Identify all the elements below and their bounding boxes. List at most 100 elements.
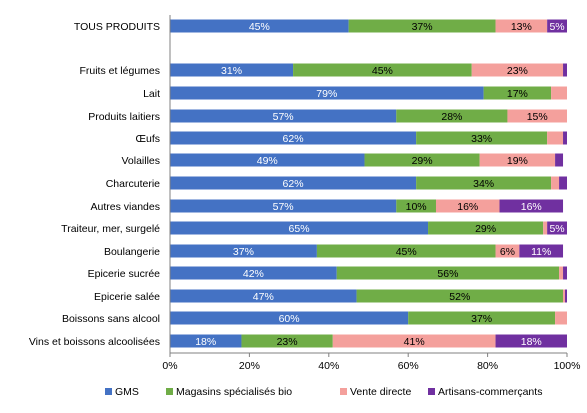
x-tick-label: 60% — [398, 360, 419, 372]
x-tick-label: 100% — [554, 360, 581, 372]
bar-data-label: 37% — [471, 313, 492, 325]
category-label: Fruits et légumes — [79, 65, 160, 77]
bar-segment — [170, 289, 357, 303]
category-label: Produits laitiers — [88, 111, 160, 123]
category-label: Boissons sans alcool — [62, 313, 160, 325]
legend: GMS Magasins spécialisés bio Vente directe… — [105, 386, 542, 398]
bar-data-label: 6% — [500, 246, 515, 258]
bar-segment — [435, 199, 500, 213]
bar-data-label: 28% — [441, 111, 462, 123]
bar-segment — [170, 109, 397, 123]
category-label: Autres viandes — [91, 201, 160, 213]
bar-segment — [170, 266, 337, 280]
bar-data-label: 5% — [549, 21, 564, 33]
bar-segment — [563, 289, 566, 303]
bar-segment — [565, 289, 567, 303]
bar-data-label: 23% — [277, 336, 298, 348]
bar-segment — [170, 19, 349, 33]
bar-segment — [396, 199, 436, 213]
bar-data-label: 45% — [396, 246, 417, 258]
category-label: Epicerie sucrée — [88, 268, 161, 280]
bar-segment — [170, 131, 417, 145]
bar-segment — [507, 109, 567, 123]
bar-segment — [396, 109, 508, 123]
bar-data-label: 37% — [412, 21, 433, 33]
bar-segment — [170, 221, 429, 235]
bar-data-label: 56% — [437, 268, 458, 280]
bar-segment — [495, 244, 520, 258]
bar-data-label: 57% — [273, 111, 294, 123]
category-label: Charcuterie — [106, 178, 160, 190]
bar-data-label: 19% — [507, 155, 528, 167]
bar-data-label: 47% — [253, 291, 274, 303]
bar-segment — [364, 153, 480, 167]
legend-swatch — [166, 388, 173, 395]
bar-data-label: 5% — [549, 223, 564, 235]
bar-data-label: 18% — [195, 336, 216, 348]
bar-data-label: 33% — [471, 133, 492, 145]
bar-segment — [519, 244, 564, 258]
bar-segment — [559, 176, 567, 190]
bar-segment — [170, 153, 365, 167]
bar-segment — [170, 86, 484, 100]
bar-data-label: 62% — [283, 133, 304, 145]
bar-segment — [563, 266, 567, 280]
bar-segment — [471, 63, 564, 77]
category-label: Epicerie salée — [94, 291, 160, 303]
bar-segment — [170, 244, 317, 258]
category-label: Traiteur, mer, surgelé — [61, 223, 160, 235]
legend-swatch — [428, 388, 435, 395]
bar-segment — [170, 334, 242, 348]
bar-data-label: 15% — [527, 111, 548, 123]
bar-data-label: 34% — [473, 178, 494, 190]
legend-swatch — [340, 388, 347, 395]
bar-segment — [555, 311, 567, 325]
bar-segment — [416, 176, 552, 190]
bar-segment — [170, 176, 417, 190]
bar-data-label: 11% — [531, 246, 551, 258]
bar-data-label: 62% — [283, 178, 304, 190]
x-axis: 0% 20% 40% 60% 80% 100% — [162, 15, 580, 372]
x-tick-label: 20% — [239, 360, 260, 372]
bar-data-label: 13% — [511, 21, 532, 33]
category-label: Vins et boissons alcoolisées — [29, 336, 160, 348]
bar-segment — [563, 131, 567, 145]
bar-segment — [555, 153, 564, 167]
bar-data-label: 52% — [449, 291, 470, 303]
bar-data-label: 31% — [221, 65, 242, 77]
legend-swatch — [105, 388, 112, 395]
bar-segment — [495, 334, 567, 348]
x-tick-label: 0% — [162, 360, 177, 372]
bar-data-label: 10% — [406, 201, 427, 213]
x-tick-label: 40% — [318, 360, 339, 372]
category-axis-labels: TOUS PRODUITS Fruits et légumes Lait Produi… — [29, 21, 160, 348]
bar-data-label: 37% — [233, 246, 254, 258]
bar-data-label: 41% — [404, 336, 425, 348]
bar-segment — [559, 266, 564, 280]
bar-segment — [416, 131, 548, 145]
legend-label: Vente directe — [350, 386, 411, 398]
bar-segment — [316, 244, 496, 258]
bar-segment — [332, 334, 496, 348]
bar-segment — [170, 63, 294, 77]
legend-label: GMS — [115, 386, 139, 398]
bar-segment — [408, 311, 556, 325]
legend-label: Artisans-commerçants — [438, 386, 542, 398]
bar-segment — [495, 19, 548, 33]
bar-segment — [547, 221, 567, 235]
x-tick-label: 80% — [477, 360, 498, 372]
bar-segment — [348, 19, 496, 33]
bar-segment — [543, 221, 548, 235]
bar-segment — [547, 19, 567, 33]
bar-data-label: 23% — [507, 65, 528, 77]
bar-data-label: 60% — [279, 313, 300, 325]
bar-segment — [547, 131, 564, 145]
bar-data-label: 45% — [249, 21, 270, 33]
bar-data-label: 16% — [457, 201, 478, 213]
bar-data-label: 45% — [372, 65, 393, 77]
bar-segment — [336, 266, 560, 280]
bar-data-label: 16% — [521, 201, 542, 213]
category-label: Volailles — [121, 155, 160, 167]
bar-segment — [356, 289, 564, 303]
bar-segment — [428, 221, 544, 235]
